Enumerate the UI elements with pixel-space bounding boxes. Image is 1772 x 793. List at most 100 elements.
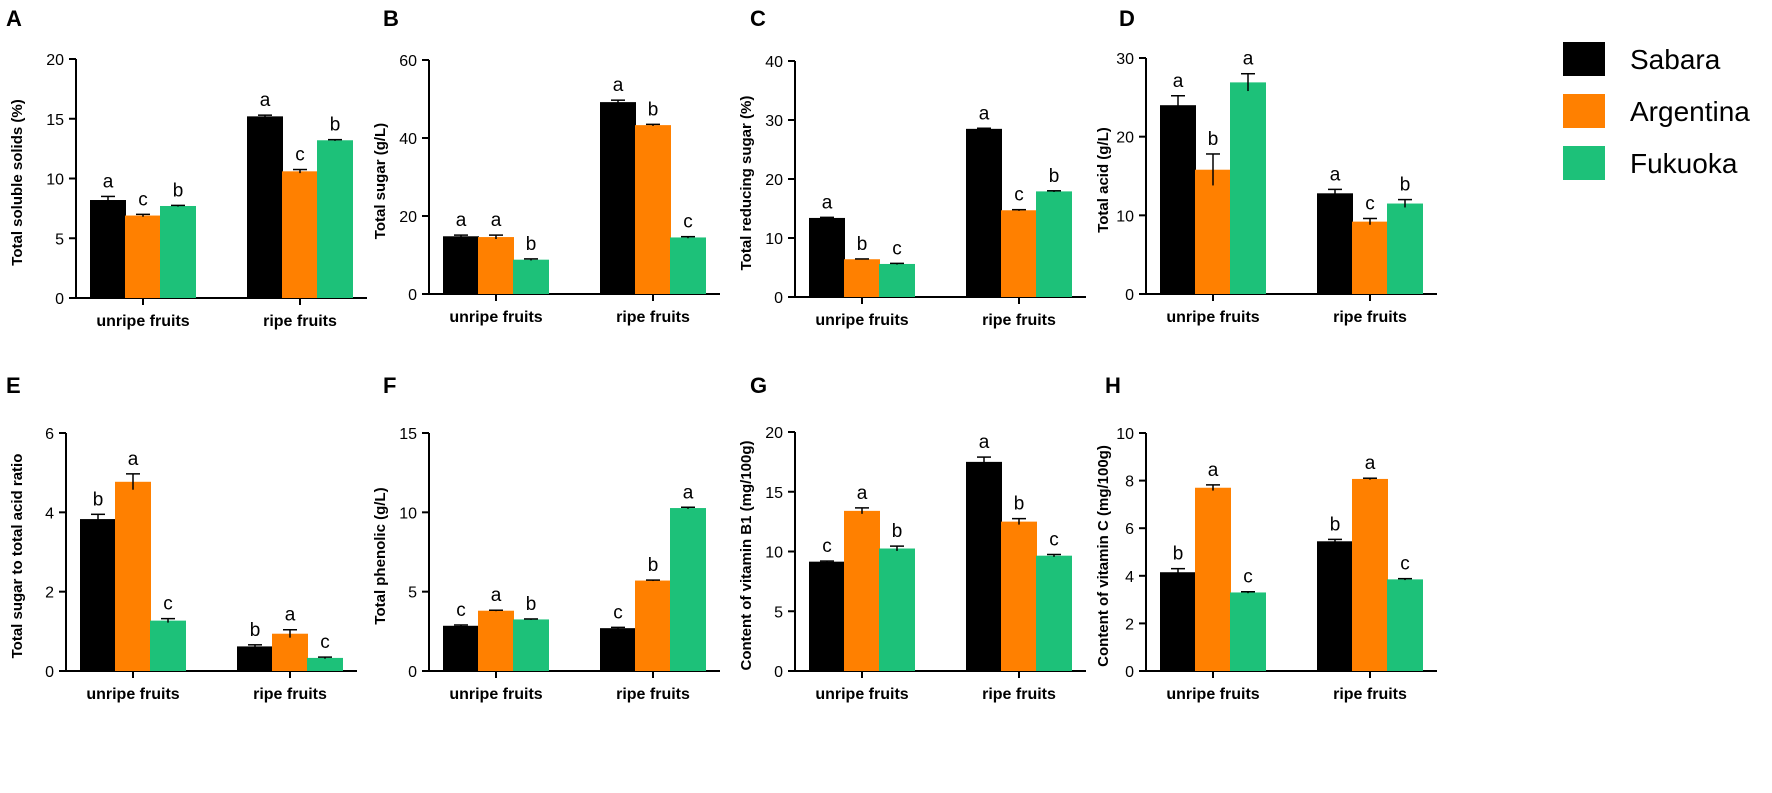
y-tick-label-h-5: 10 [1116,426,1134,443]
bar-b-sabara-0 [443,236,479,294]
y-tick-label-a-3: 15 [46,112,64,129]
bar-h-argentina-0 [1195,487,1231,671]
bar-g-argentina-1 [1001,521,1037,671]
bar-e-argentina-1 [272,633,308,671]
significance-label-e-sabara-0: b [93,489,104,510]
bar-d-argentina-1 [1352,221,1388,294]
bar-b-fukuoka-1 [670,237,706,294]
significance-label-f-argentina-1: b [648,555,659,576]
significance-label-d-argentina-0: b [1208,129,1219,150]
bar-b-fukuoka-0 [513,259,549,294]
y-tick-label-h-2: 4 [1125,569,1134,586]
significance-label-e-fukuoka-0: c [163,594,173,615]
y-tick-label-e-3: 6 [45,426,54,443]
significance-label-h-argentina-0: a [1208,460,1219,481]
significance-label-c-sabara-0: a [822,192,833,213]
bar-h-argentina-1 [1352,478,1388,671]
significance-label-e-fukuoka-1: c [320,632,330,653]
significance-label-c-fukuoka-1: b [1049,166,1060,187]
bar-e-fukuoka-0 [150,620,186,671]
y-axis-title-e: Total sugar to total acid ratio [9,454,26,659]
significance-label-h-sabara-0: b [1173,544,1184,565]
chart-panel-h: H 0 2 4 6 8 10 unripe fruits ripe fruits Content … [1095,373,1437,703]
y-tick-label-d-3: 30 [1116,51,1134,68]
x-tick-label-f-1: ripe fruits [616,686,690,703]
significance-label-g-argentina-0: a [857,483,868,504]
significance-label-f-sabara-0: c [456,600,466,621]
bar-h-sabara-0 [1160,572,1196,671]
chart-panel-g: G 0 5 10 15 20 unripe fruits ripe fruits Content… [738,373,1086,703]
bar-b-argentina-1 [635,125,671,294]
y-tick-label-a-4: 20 [46,52,64,69]
x-tick-label-d-0: unripe fruits [1166,309,1259,326]
x-tick-label-c-1: ripe fruits [982,312,1056,329]
bar-f-argentina-0 [478,610,514,671]
x-tick-label-h-0: unripe fruits [1166,686,1259,703]
significance-label-b-argentina-1: b [648,99,659,120]
significance-label-g-argentina-1: b [1014,494,1025,515]
legend-swatch-argentina [1563,94,1605,128]
bar-e-argentina-0 [115,481,151,671]
bar-a-sabara-1 [247,116,283,298]
significance-label-b-sabara-1: a [613,75,624,96]
y-tick-label-b-0: 0 [408,287,417,304]
bar-g-sabara-1 [966,461,1002,671]
y-tick-label-d-0: 0 [1125,287,1134,304]
bar-a-fukuoka-0 [160,205,196,298]
bar-a-argentina-1 [282,171,318,298]
significance-label-h-sabara-1: b [1330,514,1341,535]
bar-d-fukuoka-0 [1230,82,1266,295]
significance-label-c-fukuoka-0: c [892,238,902,259]
x-tick-label-e-1: ripe fruits [253,686,327,703]
y-tick-label-a-1: 5 [55,231,64,248]
significance-label-h-fukuoka-1: c [1400,554,1410,575]
bar-d-sabara-0 [1160,105,1196,294]
bar-g-argentina-0 [844,510,880,671]
y-tick-label-f-2: 10 [399,505,417,522]
y-tick-label-c-1: 10 [765,231,783,248]
bar-c-fukuoka-0 [879,263,915,297]
y-tick-label-g-1: 5 [774,604,783,621]
y-tick-label-b-3: 60 [399,53,417,70]
y-tick-label-c-0: 0 [774,290,783,307]
significance-label-f-fukuoka-0: b [526,594,537,615]
y-tick-label-g-0: 0 [774,664,783,681]
significance-label-b-sabara-0: a [456,210,467,231]
panel-letter-g: G [750,373,767,398]
y-axis-title-f: Total phenolic (g/L) [372,487,389,624]
significance-label-g-sabara-0: c [822,536,832,557]
significance-label-h-argentina-1: a [1365,453,1376,474]
x-tick-label-b-1: ripe fruits [616,309,690,326]
bar-e-sabara-1 [237,646,273,671]
chart-panel-d: D 0 10 20 30 unripe fruits ripe fruits Total ac… [1095,6,1437,326]
x-tick-label-a-1: ripe fruits [263,313,337,330]
x-tick-label-g-1: ripe fruits [982,686,1056,703]
bar-f-sabara-0 [443,625,479,671]
bar-b-argentina-0 [478,237,514,294]
bar-h-fukuoka-1 [1387,579,1423,671]
y-axis-title-g: Content of vitamin B1 (mg/100g) [738,440,755,670]
significance-label-b-fukuoka-0: b [526,234,537,255]
y-tick-label-d-1: 10 [1116,208,1134,225]
panel-letter-e: E [6,373,21,398]
legend-label-fukuoka: Fukuoka [1630,148,1738,179]
y-tick-label-b-1: 20 [399,209,417,226]
panel-letter-b: B [383,6,399,31]
bar-f-fukuoka-1 [670,508,706,671]
y-tick-label-c-2: 20 [765,172,783,189]
bar-e-fukuoka-1 [307,657,343,671]
y-tick-label-g-3: 15 [765,485,783,502]
y-tick-label-h-3: 6 [1125,521,1134,538]
significance-label-d-sabara-1: a [1330,164,1341,185]
chart-panel-a: A 0 5 10 15 20 unripe fruits ripe fruits Total s… [6,6,367,330]
x-tick-label-a-0: unripe fruits [96,313,189,330]
y-axis-title-b: Total sugar (g/L) [372,123,389,239]
bar-h-sabara-1 [1317,541,1353,671]
panel-letter-h: H [1105,373,1121,398]
significance-label-f-argentina-0: a [491,585,502,606]
significance-label-h-fukuoka-0: c [1243,567,1253,588]
legend-label-argentina: Argentina [1630,96,1750,127]
bar-b-sabara-1 [600,102,636,295]
significance-label-e-sabara-1: b [250,620,261,641]
bar-e-sabara-0 [80,519,116,671]
